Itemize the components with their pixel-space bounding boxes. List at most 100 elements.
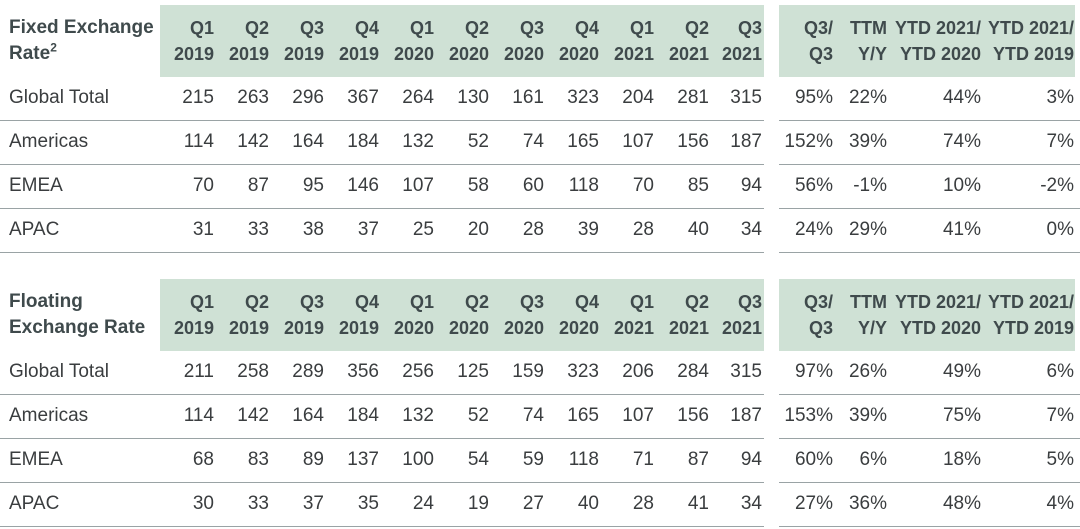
quarter-header: Q4 2020 [545,289,599,341]
year-label: 2019 [228,318,269,338]
year-label: 2020 [503,318,544,338]
quarter-header: Q3 2019 [270,15,324,67]
change-cell: 0% [1046,219,1074,240]
quarter-header: Q2 2020 [435,289,489,341]
change-cell: -1% [853,175,887,196]
quarter-label: Q2 [244,292,269,312]
quarter-header: Q2 2019 [215,15,269,67]
value-cell: 184 [347,405,379,426]
change-label-line2: YTD 2020 [899,318,981,338]
table-header: Floating Exchange Rate Q1 2019 Q2 2019 Q3 2019… [0,279,1080,351]
value-cell: 100 [402,449,434,470]
change-cell: 56% [794,175,833,196]
value-cell: 52 [467,131,489,152]
change-cell: 3% [1046,87,1074,108]
value-cell: 114 [183,405,214,426]
change-header: YTD 2021/YTD 2019 [974,289,1074,341]
value-cell: 107 [622,131,654,152]
change-cell: 27% [794,493,833,514]
year-label: 2021 [668,44,709,64]
column-gap [764,251,779,253]
table-row: Americas 114 142 164 184 132 52 74 165 107 156 187 1… [0,395,1080,439]
quarter-header: Q1 2020 [380,15,434,67]
table-row: Global Total 215 263 296 367 264 130 161 323 204 2… [0,77,1080,121]
year-label: 2020 [558,318,599,338]
change-cell: 36% [848,493,887,514]
value-cell: 130 [457,87,489,108]
value-cell: 94 [740,175,762,196]
value-cell: 184 [347,131,379,152]
change-header-band [779,279,1075,351]
column-gap [764,525,779,527]
row-label: Global Total [9,87,109,108]
value-cell: 315 [730,87,762,108]
change-cell: 22% [848,87,887,108]
value-cell: 30 [192,493,214,514]
value-cell: 132 [402,405,434,426]
change-label-line1: YTD 2021/ [894,292,981,312]
value-cell: 114 [183,131,214,152]
value-cell: 211 [183,361,214,382]
quarter-header: Q3 2021 [708,289,762,341]
value-cell: 87 [687,449,709,470]
table-row: APAC 30 33 37 35 24 19 27 40 28 41 34 27% 36% 48% 4% [0,483,1080,527]
table-row: EMEA 68 83 89 137 100 54 59 118 71 87 94 60% 6% 18% 5% [0,439,1080,483]
quarter-header: Q4 2020 [545,15,599,67]
value-cell: 33 [247,219,269,240]
change-cell: 60% [794,449,833,470]
value-cell: 164 [292,405,324,426]
change-header: Q3/Q3 [773,289,833,341]
value-cell: 54 [467,449,489,470]
change-label-line1: YTD 2021/ [987,292,1074,312]
year-label: 2020 [558,44,599,64]
change-header-band [779,5,1075,77]
change-header: TTM Y/Y [837,289,887,341]
value-cell: 35 [357,493,379,514]
change-cell: 95% [794,87,833,108]
year-label: 2021 [613,44,654,64]
year-label: 2021 [668,318,709,338]
change-label-line2: Q3 [808,318,833,338]
year-label: 2020 [448,44,489,64]
value-cell: 34 [740,493,762,514]
value-cell: 58 [467,175,489,196]
value-cell: 258 [237,361,269,382]
value-cell: 164 [292,131,324,152]
change-label-line1: TTM [850,18,887,38]
value-cell: 28 [632,219,654,240]
value-cell: 37 [357,219,379,240]
table-header: Fixed Exchange Rate2 Q1 2019 Q2 2019 Q3 2019 Q4… [0,5,1080,77]
change-cell: 49% [942,361,981,382]
value-cell: 52 [467,405,489,426]
value-cell: 83 [247,449,269,470]
value-cell: 27 [522,493,544,514]
quarter-header: Q2 2020 [435,15,489,67]
value-cell: 95 [302,175,324,196]
value-cell: 89 [302,449,324,470]
value-cell: 215 [182,87,214,108]
value-cell: 33 [247,493,269,514]
value-cell: 132 [402,131,434,152]
value-cell: 281 [677,87,709,108]
change-header: YTD 2021/YTD 2020 [881,15,981,67]
value-cell: 38 [302,219,324,240]
quarter-label: Q1 [409,18,434,38]
value-cell: 41 [687,493,709,514]
year-label: 2021 [721,44,762,64]
table-title: Fixed Exchange Rate2 [9,15,159,67]
change-header: TTM Y/Y [837,15,887,67]
year-label: 2021 [613,318,654,338]
change-cell: 6% [859,449,887,470]
year-label: 2019 [283,44,324,64]
change-cell: 18% [942,449,981,470]
quarter-label: Q4 [574,292,599,312]
quarter-label: Q4 [574,18,599,38]
change-header: YTD 2021/YTD 2020 [881,289,981,341]
quarter-header-band [160,279,764,351]
value-cell: 24 [412,493,434,514]
quarter-header: Q1 2019 [160,289,214,341]
change-cell: 97% [794,361,833,382]
value-cell: 367 [347,87,379,108]
change-cell: 41% [942,219,981,240]
quarter-label: Q3 [737,18,762,38]
